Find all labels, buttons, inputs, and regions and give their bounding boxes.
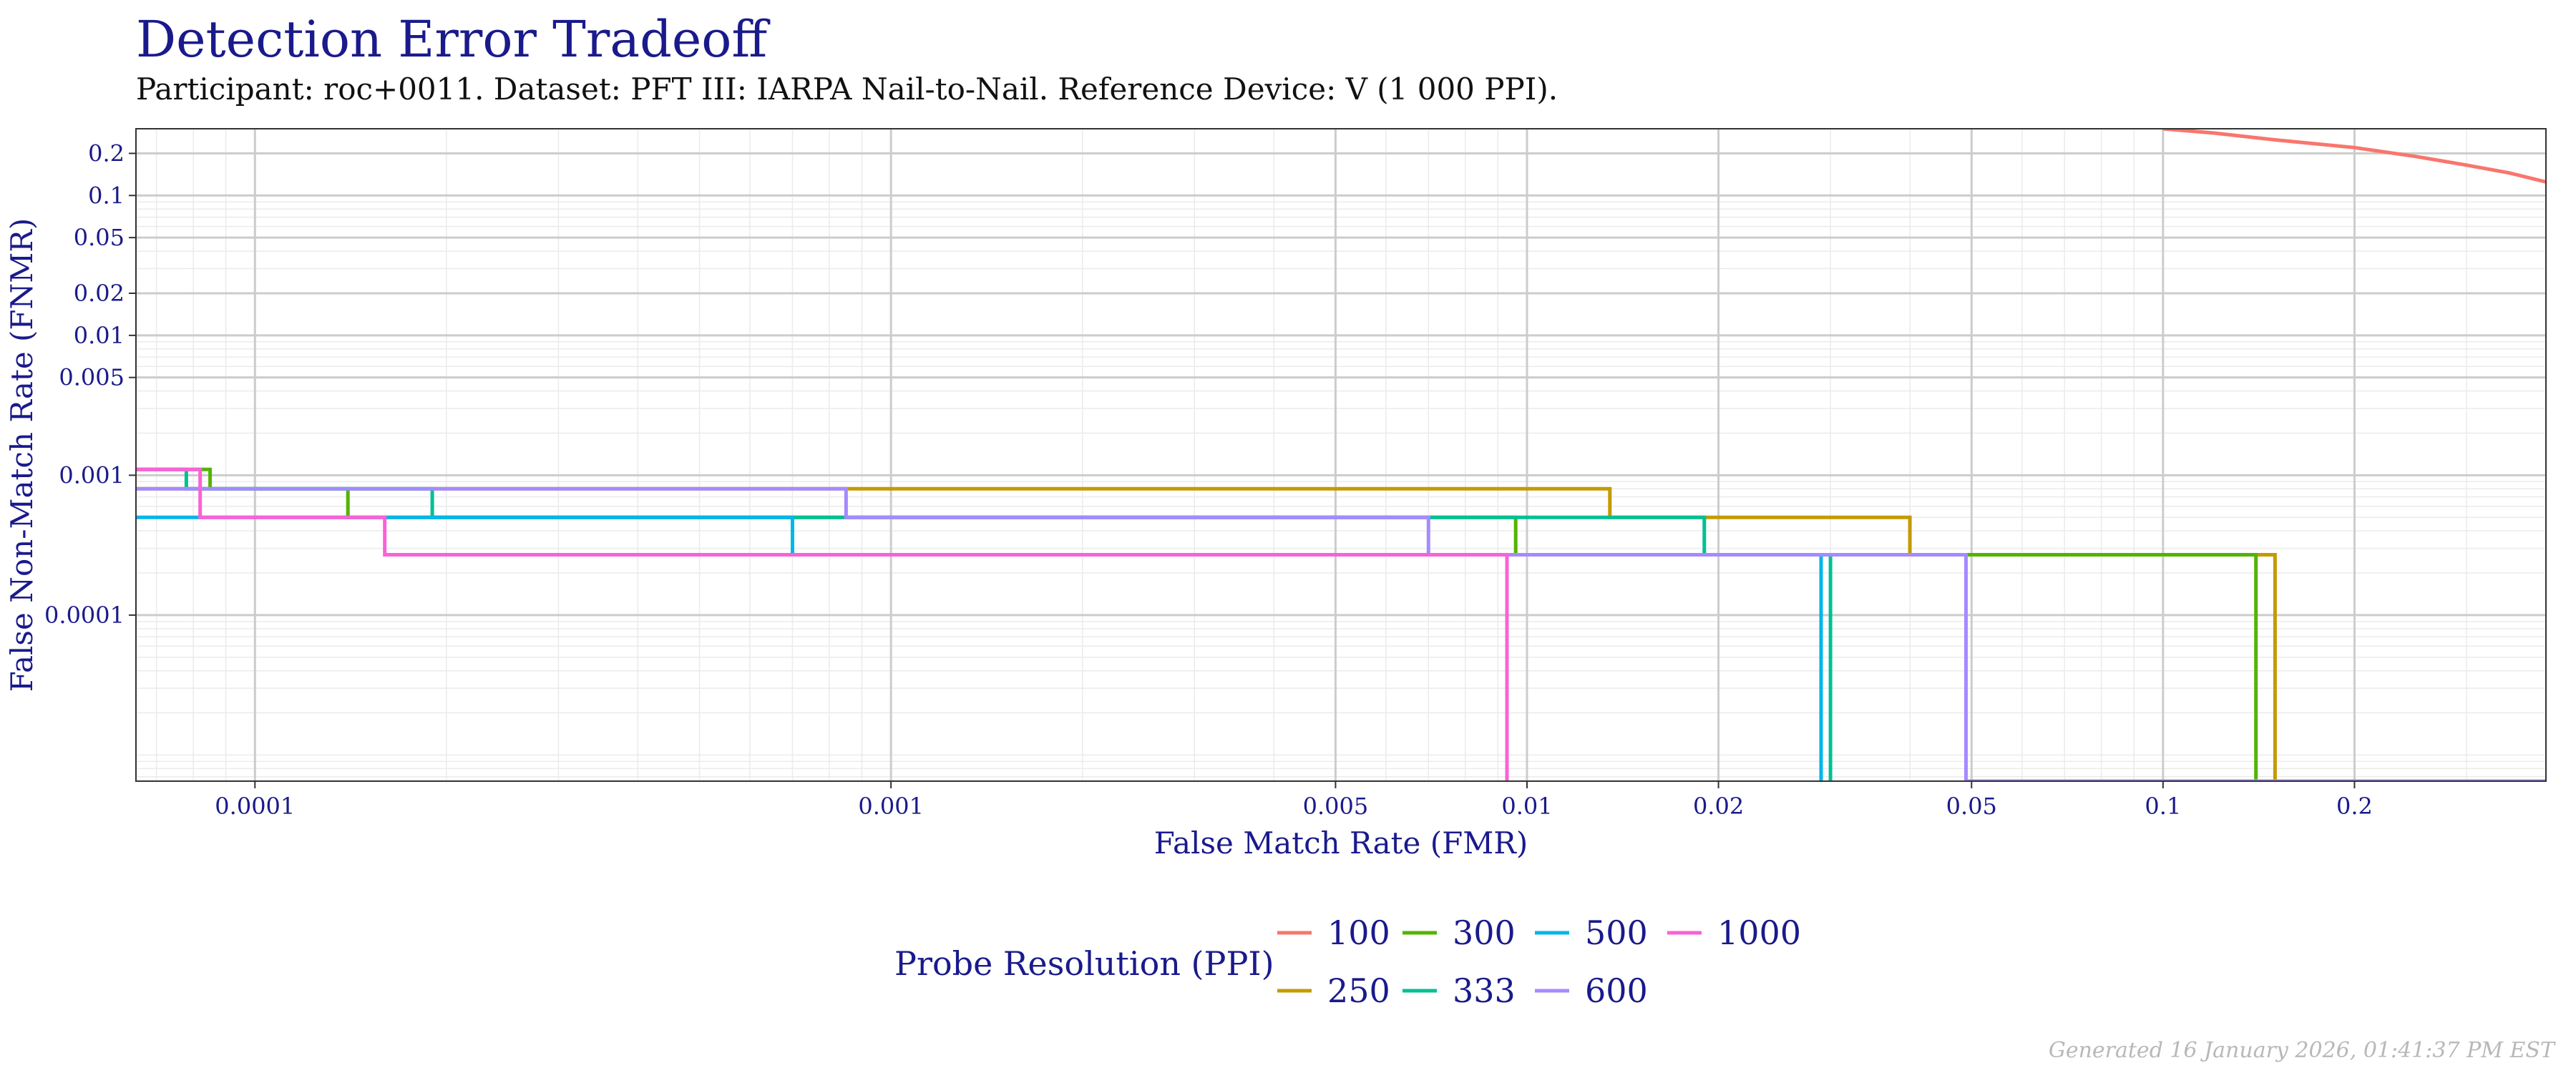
grid xyxy=(136,129,2547,781)
legend-label-100: 100 xyxy=(1327,913,1390,952)
legend-label-300: 300 xyxy=(1453,913,1516,952)
chart-subtitle: Participant: roc+0011. Dataset: PFT III:… xyxy=(136,72,1558,107)
generated-timestamp: Generated 16 January 2026, 01:41:37 PM E… xyxy=(2048,1038,2555,1063)
x-tick-label: 0.05 xyxy=(1946,793,1997,820)
chart-title: Detection Error Tradeoff xyxy=(136,10,768,69)
x-tick-label: 0.2 xyxy=(2336,793,2373,820)
legend-title: Probe Resolution (PPI) xyxy=(894,944,1274,983)
y-tick-label: 0.02 xyxy=(74,280,125,307)
x-tick-label: 0.005 xyxy=(1303,793,1369,820)
x-tick-label: 0.001 xyxy=(858,793,924,820)
x-tick-label: 0.1 xyxy=(2145,793,2181,820)
y-tick-label: 0.001 xyxy=(59,461,125,489)
legend-label-250: 250 xyxy=(1327,971,1390,1010)
y-axis-ticks: 0.2 0.1 0.05 0.02 0.01 0.005 0.001 0.0001 xyxy=(44,139,136,629)
y-tick-label: 0.2 xyxy=(88,139,125,167)
x-tick-label: 0.02 xyxy=(1693,793,1744,820)
x-tick-label: 0.0001 xyxy=(215,793,295,820)
legend: Probe Resolution (PPI) 100 250 300 333 500 60… xyxy=(894,913,1801,1010)
legend-label-1000: 1000 xyxy=(1717,913,1801,952)
plot-border xyxy=(135,128,2547,782)
y-tick-label: 0.005 xyxy=(59,364,125,391)
legend-label-600: 600 xyxy=(1585,971,1648,1010)
legend-label-333: 333 xyxy=(1453,971,1516,1010)
y-tick-label: 0.01 xyxy=(74,322,125,349)
x-axis-ticks: 0.0001 0.001 0.005 0.01 0.02 0.05 0.1 0.2 xyxy=(215,781,2373,820)
x-tick-label: 0.01 xyxy=(1501,793,1552,820)
legend-label-500: 500 xyxy=(1585,913,1648,952)
y-axis-label: False Non-Match Rate (FNMR) xyxy=(4,218,39,692)
series-line-100 xyxy=(2162,129,2546,184)
x-axis-label: False Match Rate (FMR) xyxy=(1154,825,1528,861)
y-tick-label: 0.1 xyxy=(88,182,125,209)
series-line-600 xyxy=(136,486,2546,781)
series-line-1000 xyxy=(136,467,1509,781)
y-tick-label: 0.0001 xyxy=(44,602,125,629)
y-tick-label: 0.05 xyxy=(74,224,125,251)
series-lines xyxy=(136,129,2546,781)
